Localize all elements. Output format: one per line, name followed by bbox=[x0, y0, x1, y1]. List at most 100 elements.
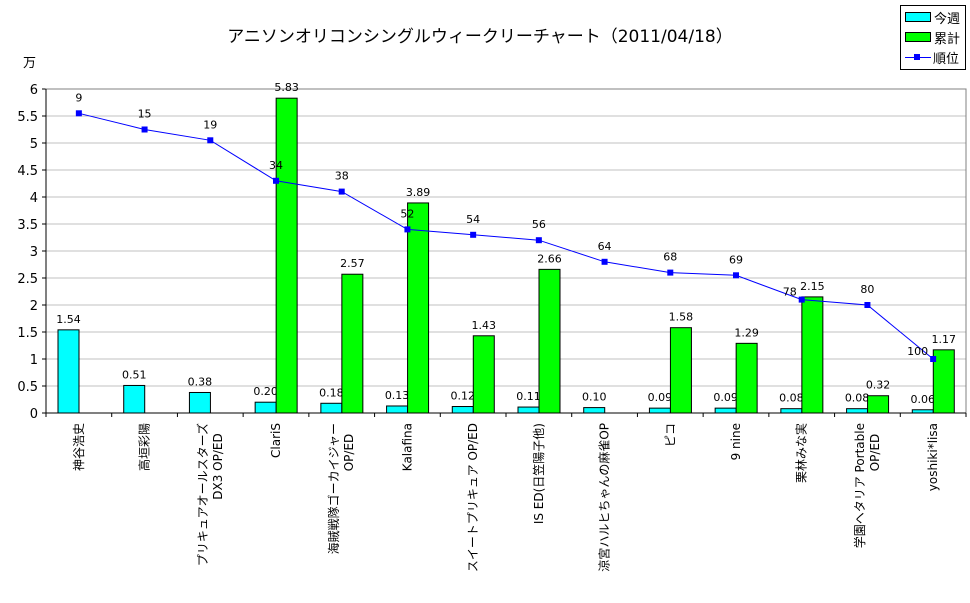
bar-data-label: 0.12 bbox=[451, 390, 476, 403]
bar-data-label: 0.06 bbox=[911, 393, 936, 406]
x-tick-label: 神谷浩史 bbox=[72, 423, 86, 471]
rank-data-label: 54 bbox=[466, 213, 480, 226]
legend-swatch bbox=[905, 32, 931, 42]
bar-total bbox=[801, 296, 824, 414]
y-tick-label: 1 bbox=[30, 353, 38, 368]
x-tick-label-line: Kalafina bbox=[400, 423, 414, 471]
y-tick-label: 5.5 bbox=[17, 110, 38, 125]
x-tick-label: プリキュアオールスターズDX3 OP/ED bbox=[195, 423, 225, 566]
bar-data-label: 1.17 bbox=[932, 333, 957, 346]
rank-data-label: 9 bbox=[75, 91, 82, 104]
bar-total bbox=[472, 335, 495, 414]
bar-data-label: 0.38 bbox=[188, 375, 213, 388]
bar-total bbox=[341, 273, 364, 414]
x-tick-label: 学園ヘタリア PortableOP/ED bbox=[852, 423, 882, 548]
x-tick-label-line: ClariS bbox=[269, 423, 283, 458]
bar-data-label: 2.66 bbox=[537, 252, 562, 265]
bar-data-label: 0.11 bbox=[516, 390, 541, 403]
rank-marker bbox=[207, 137, 214, 144]
rank-data-label: 80 bbox=[860, 283, 874, 296]
rank-marker bbox=[404, 226, 411, 233]
bar-weekly bbox=[911, 409, 934, 414]
x-tick-label: 栗林みな実 bbox=[794, 423, 809, 483]
bar-data-label: 0.08 bbox=[779, 392, 804, 405]
bar-data-label: 0.10 bbox=[582, 391, 607, 404]
rank-data-label: 64 bbox=[598, 240, 612, 253]
y-tick-label: 3 bbox=[30, 245, 38, 260]
y-tick-label: 3.5 bbox=[17, 218, 38, 233]
bar-total bbox=[932, 349, 955, 414]
bar-data-label: 1.43 bbox=[472, 319, 497, 332]
bar-data-label: 0.20 bbox=[253, 385, 278, 398]
bar-data-label: 0.08 bbox=[845, 392, 870, 405]
legend-item-rank: 順位 bbox=[905, 48, 960, 67]
bar-weekly bbox=[846, 408, 869, 414]
bar-total bbox=[867, 395, 890, 414]
x-tick-label: IS ED(日笠陽子他) bbox=[531, 423, 546, 524]
bar-weekly bbox=[386, 405, 409, 414]
legend-swatch bbox=[905, 12, 931, 22]
bar-weekly bbox=[188, 391, 211, 414]
y-tick-label: 1.5 bbox=[17, 326, 38, 341]
rank-data-label: 78 bbox=[783, 286, 797, 299]
bar-data-label: 1.29 bbox=[734, 326, 759, 339]
bar-data-label: 2.15 bbox=[800, 280, 825, 293]
bar-weekly bbox=[57, 329, 80, 414]
x-tick-label: 高垣彩陽 bbox=[137, 423, 152, 471]
legend-line-marker bbox=[905, 53, 931, 61]
legend-label: 今週 bbox=[934, 11, 961, 27]
rank-marker bbox=[273, 177, 279, 184]
bar-weekly bbox=[254, 401, 277, 414]
rank-data-label: 69 bbox=[729, 253, 743, 266]
rank-marker bbox=[470, 231, 477, 238]
x-tick-label: 涼宮ハルヒちゃんの麻雀OP bbox=[597, 423, 612, 572]
x-tick-label-line: 栗林みな実 bbox=[794, 423, 809, 483]
bar-data-label: 0.32 bbox=[866, 379, 891, 392]
x-tick-label-line: yoshiki*lisa bbox=[926, 423, 940, 491]
y-tick-label: 2 bbox=[30, 299, 38, 314]
rank-marker bbox=[864, 302, 871, 308]
x-tick-label-line: 海賊戦隊ゴーカイジャー bbox=[326, 423, 341, 554]
x-tick-label: 海賊戦隊ゴーカイジャーOP/ED bbox=[326, 423, 356, 554]
bar-total bbox=[538, 268, 561, 414]
bar-data-label: 3.89 bbox=[406, 186, 431, 199]
bar-weekly bbox=[583, 407, 606, 414]
rank-marker bbox=[601, 258, 608, 265]
rank-marker bbox=[75, 110, 82, 117]
rank-marker bbox=[733, 272, 739, 279]
x-tick-label-line: 学園ヘタリア Portable bbox=[852, 423, 867, 548]
legend-label: 累計 bbox=[934, 31, 961, 47]
x-tick-label-line: 神谷浩史 bbox=[72, 423, 86, 471]
y-tick-label: 2.5 bbox=[17, 272, 38, 287]
y-tick-label: 4 bbox=[30, 191, 38, 206]
rank-data-label: 56 bbox=[532, 218, 546, 231]
x-tick-label-line: スイートプリキュア OP/ED bbox=[466, 423, 480, 572]
x-tick-label: ピコ bbox=[663, 423, 677, 447]
x-tick-label-line: プリキュアオールスターズ bbox=[195, 423, 210, 566]
rank-data-label: 68 bbox=[663, 251, 677, 264]
bar-total bbox=[407, 202, 430, 414]
x-tick-label-line: 涼宮ハルヒちゃんの麻雀OP bbox=[597, 423, 612, 572]
legend-label: 順位 bbox=[933, 51, 960, 67]
y-axis-unit: 万 bbox=[23, 56, 37, 71]
x-tick-label-line: OP/ED bbox=[342, 434, 356, 472]
y-tick-label: 0.5 bbox=[17, 380, 38, 395]
bar-total bbox=[735, 342, 758, 414]
rank-data-label: 100 bbox=[907, 345, 928, 358]
bar-data-label: 2.57 bbox=[340, 257, 365, 270]
bar-weekly bbox=[320, 402, 343, 414]
x-tick-label-line: ピコ bbox=[663, 423, 677, 447]
bar-data-label: 0.09 bbox=[713, 391, 738, 404]
bar-data-label: 1.58 bbox=[669, 311, 694, 324]
chart-title: アニソンオリコンシングルウィークリーチャート（2011/04/18） bbox=[227, 27, 733, 47]
rank-marker bbox=[930, 356, 937, 362]
bar-data-label: 0.18 bbox=[319, 386, 344, 399]
x-tick-label: スイートプリキュア OP/ED bbox=[466, 423, 480, 572]
x-tick-label: 9 nine bbox=[729, 423, 743, 460]
rank-marker bbox=[535, 237, 542, 244]
y-tick-label: 4.5 bbox=[17, 164, 38, 179]
bar-data-label: 0.09 bbox=[648, 391, 673, 404]
rank-data-label: 19 bbox=[203, 118, 217, 131]
y-tick-label: 6 bbox=[30, 83, 38, 98]
x-tick-label-line: IS ED(日笠陽子他) bbox=[531, 423, 546, 524]
